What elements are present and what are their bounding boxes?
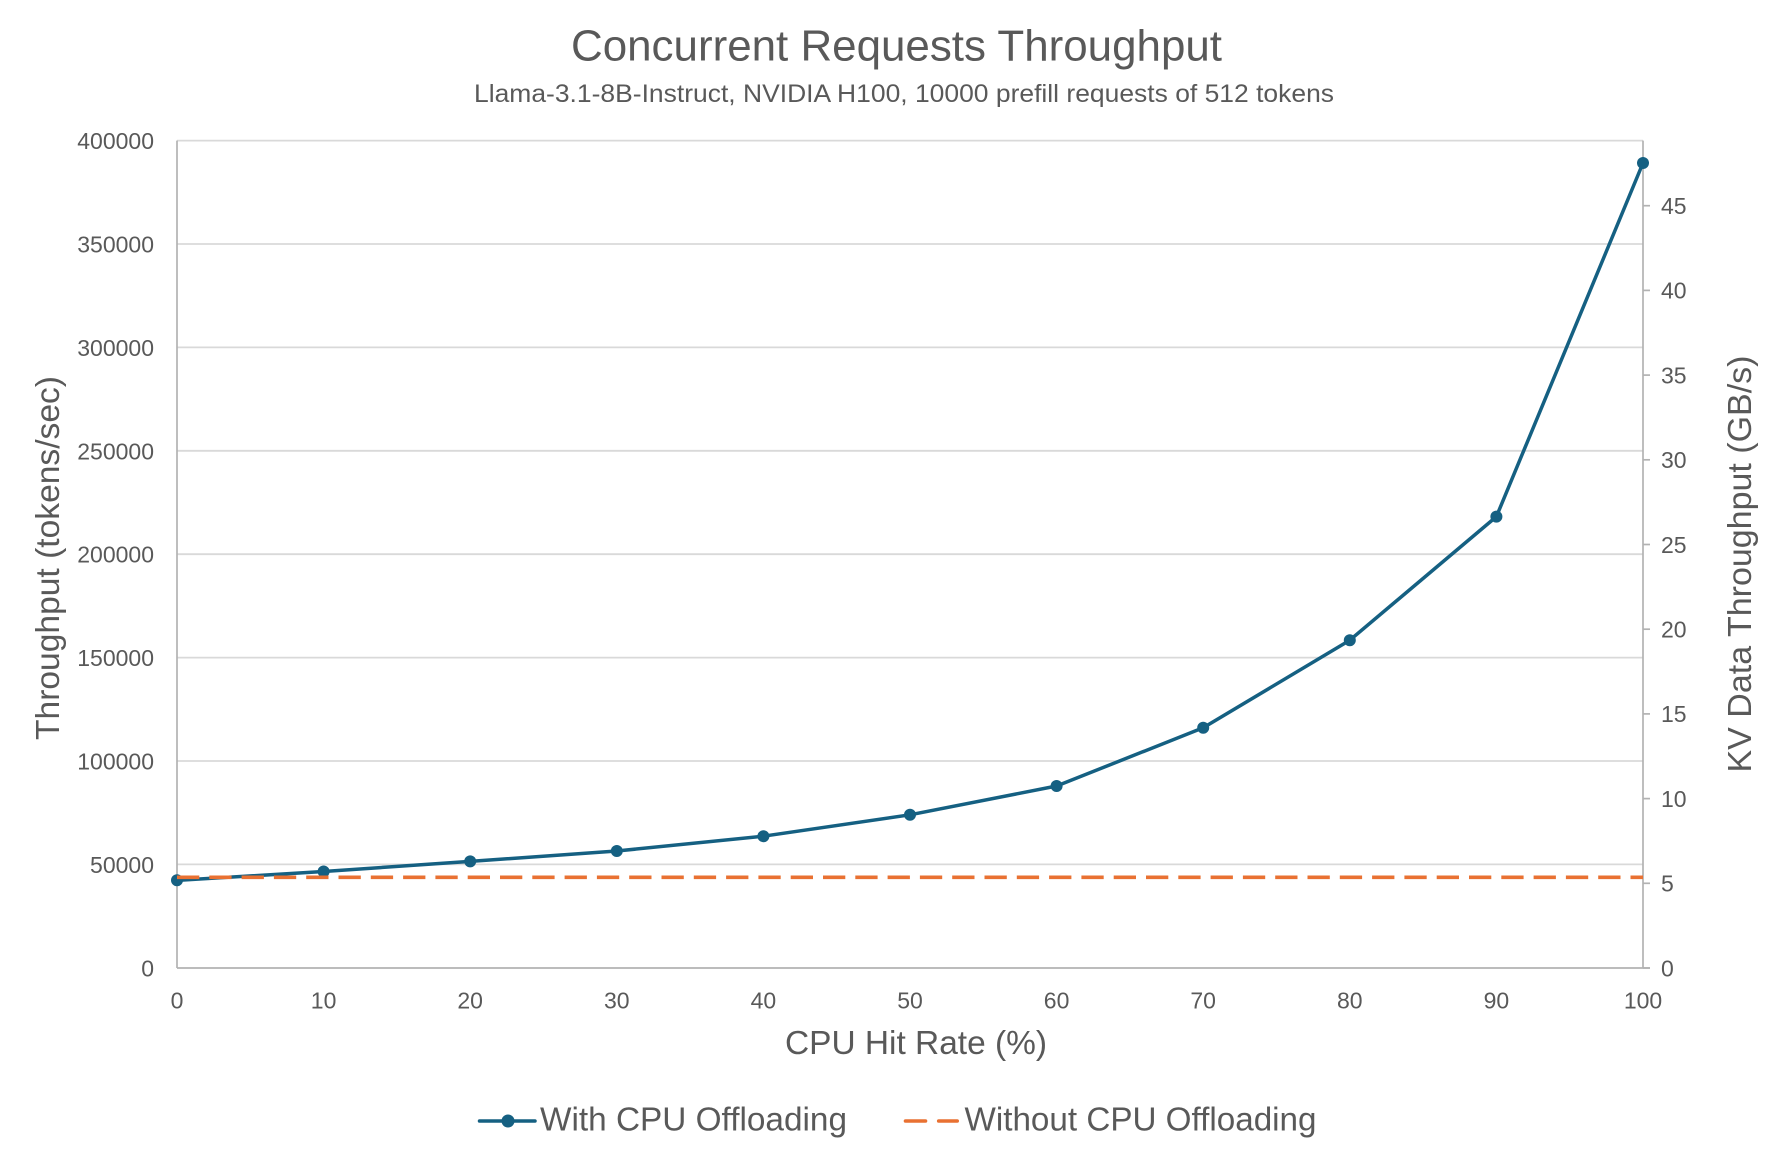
svg-text:Without CPU Offloading: Without CPU Offloading [965,1102,1317,1139]
svg-text:20: 20 [1661,617,1687,643]
svg-text:90: 90 [1484,987,1510,1013]
svg-text:Throughput (tokens/sec): Throughput (tokens/sec) [30,376,67,740]
svg-text:Concurrent Requests Throughput: Concurrent Requests Throughput [571,23,1222,71]
svg-text:0: 0 [141,955,154,981]
svg-text:300000: 300000 [77,335,154,361]
svg-text:70: 70 [1190,987,1216,1013]
svg-text:35: 35 [1661,362,1687,388]
svg-text:30: 30 [604,987,630,1013]
svg-text:45: 45 [1661,193,1687,219]
svg-text:350000: 350000 [77,232,154,258]
svg-text:30: 30 [1661,447,1687,473]
svg-text:50000: 50000 [90,852,154,878]
svg-text:10: 10 [1661,786,1687,812]
svg-text:KV Data Throughput (GB/s): KV Data Throughput (GB/s) [1722,356,1759,773]
svg-text:60: 60 [1044,987,1070,1013]
svg-text:250000: 250000 [77,438,154,464]
svg-text:50: 50 [897,987,923,1013]
svg-text:CPU Hit Rate (%): CPU Hit Rate (%) [785,1025,1047,1062]
svg-text:0: 0 [171,987,184,1013]
svg-text:400000: 400000 [77,128,154,154]
svg-text:150000: 150000 [77,645,154,671]
svg-text:200000: 200000 [77,542,154,568]
svg-text:5: 5 [1661,871,1674,897]
svg-text:100: 100 [1624,987,1662,1013]
svg-text:80: 80 [1337,987,1363,1013]
svg-text:10: 10 [311,987,337,1013]
svg-text:25: 25 [1661,532,1687,558]
svg-text:15: 15 [1661,701,1687,727]
svg-text:40: 40 [1661,278,1687,304]
svg-text:40: 40 [751,987,777,1013]
svg-text:0: 0 [1661,955,1674,981]
svg-text:With CPU Offloading: With CPU Offloading [540,1102,847,1139]
svg-text:20: 20 [457,987,483,1013]
svg-text:100000: 100000 [77,749,154,775]
svg-text:Llama-3.1-8B-Instruct, NVIDIA: Llama-3.1-8B-Instruct, NVIDIA H100, 1000… [474,81,1334,108]
